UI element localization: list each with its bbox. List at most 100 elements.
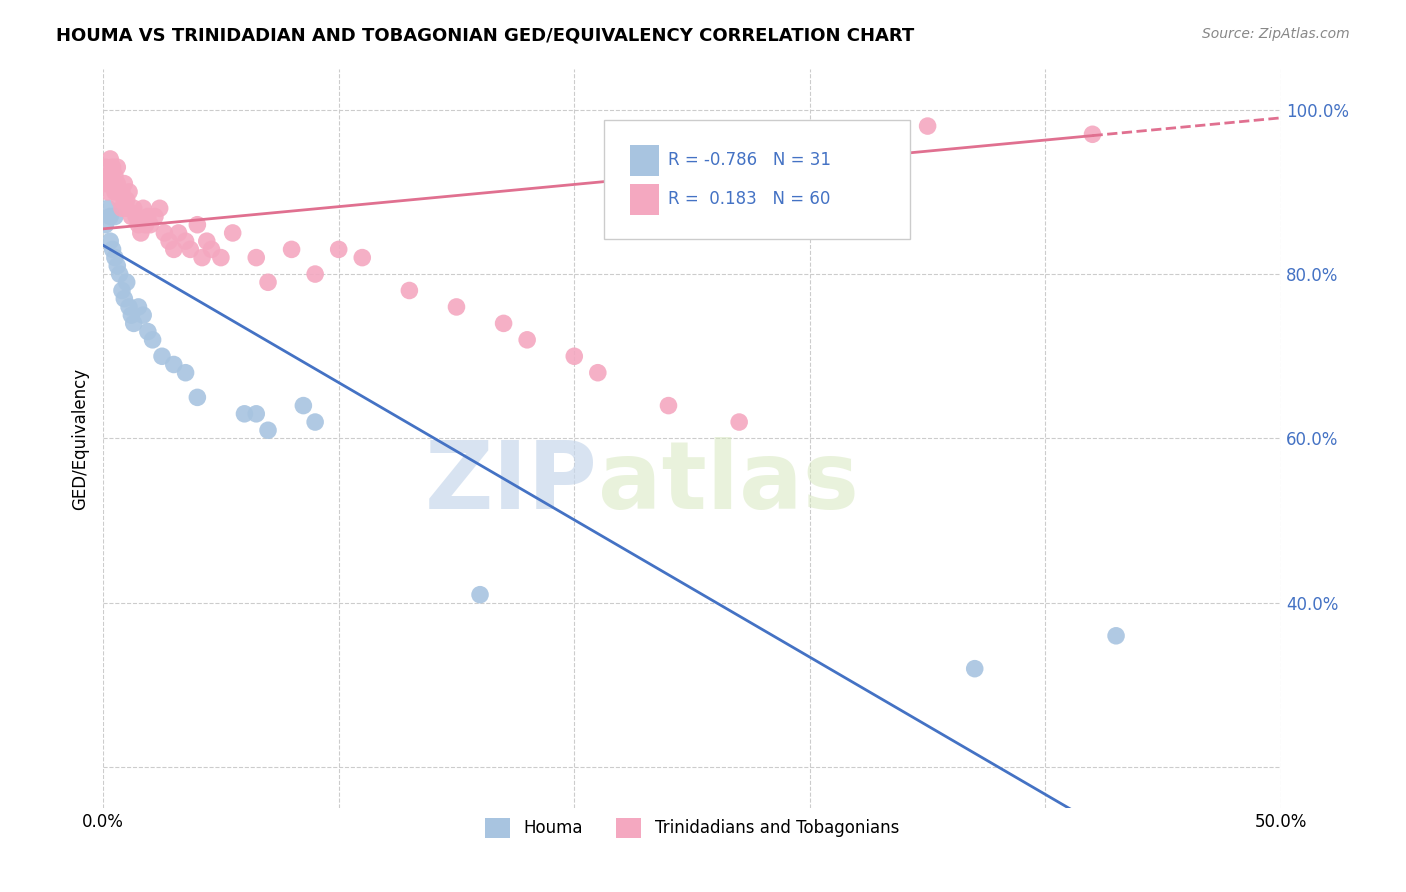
Point bbox=[186, 390, 208, 404]
Point bbox=[174, 234, 197, 248]
Legend: Houma, Trinidadians and Tobagonians: Houma, Trinidadians and Tobagonians bbox=[478, 811, 905, 845]
Point bbox=[328, 243, 350, 257]
Point bbox=[108, 267, 131, 281]
Point bbox=[112, 177, 135, 191]
Point bbox=[136, 210, 159, 224]
Point bbox=[209, 251, 232, 265]
Point bbox=[586, 366, 609, 380]
Point bbox=[280, 243, 302, 257]
Point bbox=[111, 202, 134, 216]
Point bbox=[94, 160, 117, 174]
Point bbox=[304, 415, 326, 429]
Point bbox=[292, 399, 315, 413]
Point bbox=[132, 202, 155, 216]
Point bbox=[492, 317, 515, 331]
Point bbox=[352, 251, 374, 265]
Point bbox=[127, 218, 149, 232]
Point bbox=[115, 275, 138, 289]
Point bbox=[132, 308, 155, 322]
Point bbox=[200, 243, 222, 257]
Point bbox=[179, 243, 201, 257]
Text: atlas: atlas bbox=[598, 437, 859, 529]
Point bbox=[135, 218, 157, 232]
Point bbox=[112, 193, 135, 207]
Point bbox=[174, 366, 197, 380]
FancyBboxPatch shape bbox=[630, 184, 659, 215]
Point bbox=[97, 202, 120, 216]
Point bbox=[149, 202, 172, 216]
Point bbox=[657, 399, 679, 413]
Point bbox=[257, 275, 280, 289]
Point bbox=[97, 169, 120, 183]
Point bbox=[98, 177, 121, 191]
Point bbox=[163, 243, 186, 257]
Point bbox=[122, 202, 145, 216]
Text: Source: ZipAtlas.com: Source: ZipAtlas.com bbox=[1202, 27, 1350, 41]
Text: R =  0.183   N = 60: R = 0.183 N = 60 bbox=[668, 190, 831, 208]
FancyBboxPatch shape bbox=[630, 145, 659, 176]
Point bbox=[98, 210, 121, 224]
FancyBboxPatch shape bbox=[603, 120, 910, 239]
Point bbox=[125, 210, 148, 224]
Point bbox=[108, 185, 131, 199]
Point bbox=[94, 177, 117, 191]
Point bbox=[143, 210, 166, 224]
Point bbox=[118, 185, 141, 199]
Point bbox=[97, 185, 120, 199]
Point bbox=[129, 226, 152, 240]
Point bbox=[120, 210, 142, 224]
Text: HOUMA VS TRINIDADIAN AND TOBAGONIAN GED/EQUIVALENCY CORRELATION CHART: HOUMA VS TRINIDADIAN AND TOBAGONIAN GED/… bbox=[56, 27, 914, 45]
Point bbox=[1081, 128, 1104, 142]
Point bbox=[245, 251, 267, 265]
Point bbox=[104, 210, 127, 224]
Point bbox=[94, 218, 117, 232]
Point bbox=[142, 333, 165, 347]
Point bbox=[221, 226, 243, 240]
Point bbox=[257, 423, 280, 437]
Point bbox=[136, 325, 159, 339]
Point bbox=[157, 234, 180, 248]
Point bbox=[195, 234, 218, 248]
Point bbox=[233, 407, 256, 421]
Point bbox=[115, 202, 138, 216]
Point bbox=[122, 317, 145, 331]
Point bbox=[111, 185, 134, 199]
Point bbox=[245, 407, 267, 421]
Text: ZIP: ZIP bbox=[425, 437, 598, 529]
Point bbox=[728, 415, 751, 429]
Point bbox=[101, 177, 124, 191]
Point bbox=[118, 300, 141, 314]
Point bbox=[104, 185, 127, 199]
Y-axis label: GED/Equivalency: GED/Equivalency bbox=[72, 368, 89, 509]
Point bbox=[98, 234, 121, 248]
Point bbox=[127, 300, 149, 314]
Point bbox=[562, 349, 585, 363]
Point bbox=[153, 226, 176, 240]
Point bbox=[1105, 629, 1128, 643]
Point bbox=[186, 218, 208, 232]
Point bbox=[446, 300, 468, 314]
Point bbox=[98, 152, 121, 166]
Point bbox=[516, 333, 538, 347]
Point bbox=[917, 119, 939, 133]
Point bbox=[101, 160, 124, 174]
Point bbox=[468, 588, 491, 602]
Point bbox=[112, 292, 135, 306]
Point bbox=[150, 349, 173, 363]
Point bbox=[115, 193, 138, 207]
Point bbox=[963, 662, 986, 676]
Point bbox=[104, 169, 127, 183]
Point bbox=[105, 259, 128, 273]
Point bbox=[101, 243, 124, 257]
Point bbox=[104, 251, 127, 265]
Point bbox=[105, 177, 128, 191]
Point bbox=[139, 218, 162, 232]
Text: R = -0.786   N = 31: R = -0.786 N = 31 bbox=[668, 151, 831, 169]
Point bbox=[105, 160, 128, 174]
Point bbox=[191, 251, 214, 265]
Point bbox=[120, 308, 142, 322]
Point bbox=[108, 193, 131, 207]
Point bbox=[111, 284, 134, 298]
Point bbox=[398, 284, 420, 298]
Point bbox=[167, 226, 190, 240]
